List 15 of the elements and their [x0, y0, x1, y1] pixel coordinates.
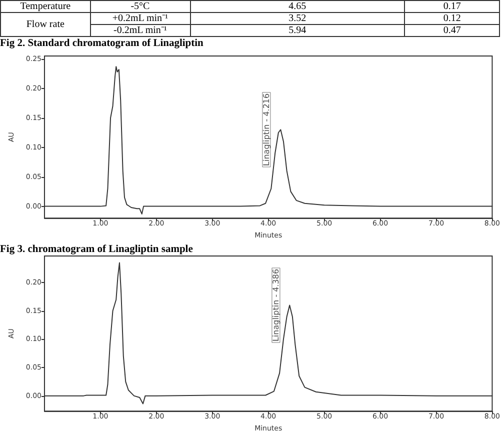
- text: -5°C: [90, 0, 190, 12]
- text: Flow rate: [0, 12, 90, 36]
- text: 0.12: [404, 12, 500, 24]
- annotation: Linagliptin - 4.386: [271, 268, 280, 342]
- chart-title: Fig 3. chromatogram of Linagliptin sample: [0, 244, 193, 255]
- chart-title: Fig 2. Standard chromatogram of Linagliptin: [0, 38, 204, 49]
- text: 4.65: [190, 0, 405, 12]
- text: 5.94: [190, 24, 405, 36]
- text: -0.2mL min⁻¹: [90, 24, 190, 36]
- text: +0.2mL min⁻¹: [90, 12, 190, 24]
- annotation: Linagliptin - 4.216: [262, 93, 271, 166]
- text: 0.47: [404, 24, 500, 36]
- text: 0.17: [404, 0, 500, 12]
- text: Temperature: [0, 0, 90, 12]
- text: 3.52: [190, 12, 405, 24]
